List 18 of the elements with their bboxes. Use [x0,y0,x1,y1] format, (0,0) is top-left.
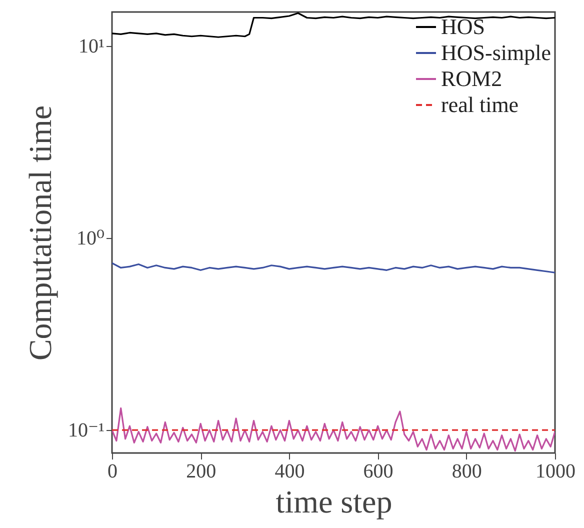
x-tick-label: 1000 [536,460,576,482]
x-tick-label: 200 [186,460,216,482]
line-series [112,407,555,452]
x-tick-label: 600 [363,460,394,482]
line-series [112,262,555,274]
legend-label: ROM2 [441,66,502,91]
x-tick-label: 800 [452,460,482,482]
y-axis-title: Computational time [22,105,58,361]
legend-label: real time [441,92,519,117]
line-series [112,12,555,38]
x-tick-label: 0 [108,460,118,482]
y-tick-label: 10⁰ [76,227,104,250]
legend-label: HOS-simple [441,40,551,65]
y-tick-label: 10¹ [78,35,104,58]
legend-label: HOS [441,14,486,39]
x-axis-title: time step [276,484,392,520]
y-tick-label: 10⁻¹ [68,420,104,442]
x-tick-label: 400 [274,460,305,482]
